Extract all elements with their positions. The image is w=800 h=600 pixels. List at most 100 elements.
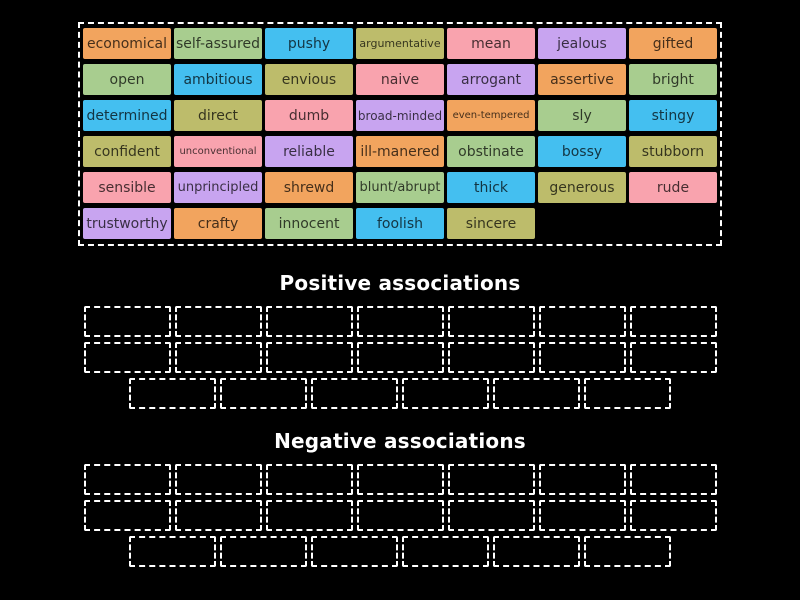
word-tile[interactable]: determined — [83, 100, 171, 131]
word-tile-label: broad-minded — [357, 108, 443, 123]
drop-slot[interactable] — [129, 378, 216, 409]
word-tile[interactable]: direct — [174, 100, 262, 131]
word-tile-label: gifted — [652, 35, 694, 52]
drop-slot[interactable] — [538, 342, 626, 373]
word-tile[interactable]: sly — [538, 100, 626, 131]
word-tile[interactable]: bright — [629, 64, 717, 95]
word-tile-label: dumb — [288, 107, 330, 124]
word-tile-label: crafty — [197, 215, 239, 232]
word-tile[interactable]: generous — [538, 172, 626, 203]
word-tile[interactable]: gifted — [629, 28, 717, 59]
word-tile[interactable]: crafty — [174, 208, 262, 239]
slot-row — [0, 536, 800, 567]
drop-slot[interactable] — [447, 500, 535, 531]
drop-slot[interactable] — [629, 342, 717, 373]
word-tile[interactable]: ill-manered — [356, 136, 444, 167]
drop-slot[interactable] — [174, 464, 262, 495]
word-tile[interactable]: rude — [629, 172, 717, 203]
drop-slot[interactable] — [83, 342, 171, 373]
word-tile[interactable]: assertive — [538, 64, 626, 95]
word-tile[interactable]: obstinate — [447, 136, 535, 167]
drop-slot[interactable] — [265, 342, 353, 373]
drop-slot[interactable] — [629, 500, 717, 531]
word-tile[interactable]: dumb — [265, 100, 353, 131]
word-tile[interactable]: trustworthy — [83, 208, 171, 239]
slot-row — [0, 500, 800, 531]
word-tile-label: innocent — [278, 215, 340, 232]
drop-slot[interactable] — [629, 306, 717, 337]
drop-slot[interactable] — [311, 378, 398, 409]
word-tile-label: bright — [652, 71, 694, 88]
word-tile[interactable]: arrogant — [447, 64, 535, 95]
word-tile[interactable]: naive — [356, 64, 444, 95]
word-tile[interactable]: economical — [83, 28, 171, 59]
word-tile[interactable]: sincere — [447, 208, 535, 239]
word-tile[interactable]: confident — [83, 136, 171, 167]
drop-slot[interactable] — [356, 500, 444, 531]
drop-slot[interactable] — [83, 464, 171, 495]
slot-row — [0, 306, 800, 337]
word-tile[interactable]: even-tempered — [447, 100, 535, 131]
word-tile[interactable]: unprincipled — [174, 172, 262, 203]
word-tile-label: unprincipled — [177, 180, 259, 195]
drop-slot[interactable] — [220, 536, 307, 567]
word-tile-label: argumentative — [359, 37, 441, 50]
drop-slot[interactable] — [83, 500, 171, 531]
drop-slot[interactable] — [629, 464, 717, 495]
drop-slot[interactable] — [311, 536, 398, 567]
word-tile-label: open — [109, 71, 145, 88]
word-tile[interactable]: shrewd — [265, 172, 353, 203]
drop-slot[interactable] — [402, 378, 489, 409]
word-tile[interactable]: innocent — [265, 208, 353, 239]
word-tile[interactable]: broad-minded — [356, 100, 444, 131]
drop-slot[interactable] — [265, 464, 353, 495]
word-tile-label: shrewd — [283, 179, 335, 196]
drop-slot[interactable] — [447, 342, 535, 373]
drop-slot[interactable] — [584, 378, 671, 409]
drop-slot[interactable] — [447, 306, 535, 337]
drop-slot[interactable] — [538, 500, 626, 531]
word-tile[interactable]: unconventional — [174, 136, 262, 167]
drop-slot[interactable] — [356, 306, 444, 337]
drop-slot[interactable] — [356, 464, 444, 495]
drop-slot[interactable] — [220, 378, 307, 409]
word-tile[interactable]: argumentative — [356, 28, 444, 59]
word-tile[interactable]: thick — [447, 172, 535, 203]
drop-slot[interactable] — [174, 306, 262, 337]
word-tile-label: stingy — [651, 107, 695, 124]
drop-slot[interactable] — [538, 464, 626, 495]
drop-slot[interactable] — [265, 306, 353, 337]
word-tile[interactable]: pushy — [265, 28, 353, 59]
drop-slot[interactable] — [493, 378, 580, 409]
word-tile[interactable]: self-assured — [174, 28, 262, 59]
drop-slot[interactable] — [174, 342, 262, 373]
drop-slot[interactable] — [174, 500, 262, 531]
drop-slot[interactable] — [447, 464, 535, 495]
word-tile-label: ill-manered — [360, 143, 440, 160]
word-tile[interactable]: stingy — [629, 100, 717, 131]
word-tile[interactable]: sensible — [83, 172, 171, 203]
word-tile[interactable]: jealous — [538, 28, 626, 59]
word-tile[interactable]: bossy — [538, 136, 626, 167]
word-tile[interactable]: reliable — [265, 136, 353, 167]
drop-slot[interactable] — [129, 536, 216, 567]
drop-slot[interactable] — [356, 342, 444, 373]
positive-group-title: Positive associations — [279, 271, 521, 295]
word-tile-label: ambitious — [183, 71, 253, 88]
drop-slot[interactable] — [402, 536, 489, 567]
word-tile[interactable]: mean — [447, 28, 535, 59]
drop-slot[interactable] — [584, 536, 671, 567]
word-tile-label: direct — [197, 107, 239, 124]
word-tile[interactable]: ambitious — [174, 64, 262, 95]
drop-slot[interactable] — [493, 536, 580, 567]
word-tile[interactable]: open — [83, 64, 171, 95]
slot-row — [0, 342, 800, 373]
negative-group-slots — [0, 464, 800, 572]
drop-slot[interactable] — [265, 500, 353, 531]
word-tile[interactable]: foolish — [356, 208, 444, 239]
drop-slot[interactable] — [83, 306, 171, 337]
word-tile[interactable]: blunt/abrupt — [356, 172, 444, 203]
drop-slot[interactable] — [538, 306, 626, 337]
word-tile[interactable]: envious — [265, 64, 353, 95]
word-tile[interactable]: stubborn — [629, 136, 717, 167]
